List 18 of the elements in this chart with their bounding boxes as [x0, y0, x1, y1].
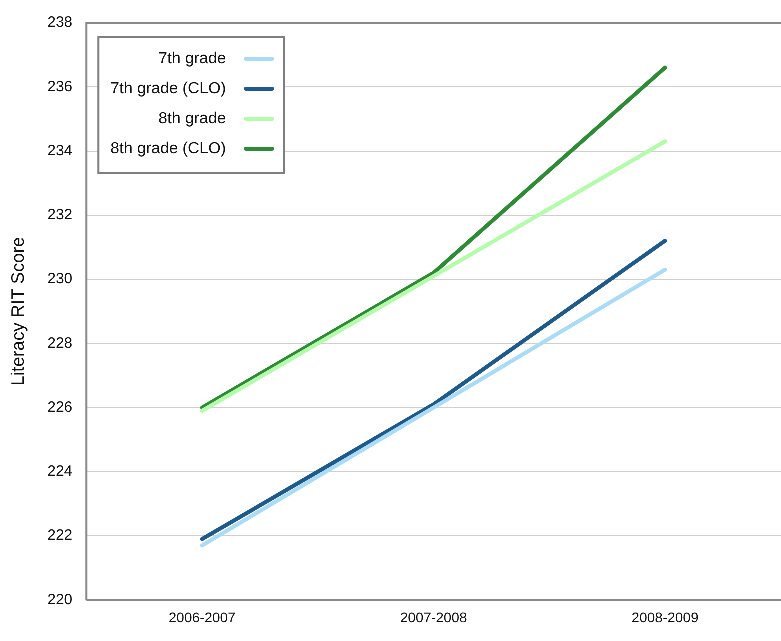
legend-label: 7th grade [158, 50, 226, 68]
x-tick-label: 2008-2009 [632, 609, 699, 626]
y-tick-label: 222 [48, 527, 73, 544]
x-tick-label: 2006-2007 [168, 609, 236, 626]
y-tick-label: 228 [48, 334, 73, 352]
legend-label: 8th grade [158, 110, 226, 128]
y-tick-label: 236 [48, 78, 73, 96]
y-tick-label: 220 [48, 591, 73, 608]
y-axis-title: Literacy RIT Score [8, 237, 28, 386]
legend-label: 8th grade (CLO) [110, 140, 226, 158]
legend-label: 7th grade (CLO) [110, 80, 226, 98]
y-tick-label: 234 [48, 142, 73, 160]
y-tick-label: 226 [48, 398, 73, 416]
y-tick-label: 238 [48, 14, 73, 32]
y-tick-label: 230 [48, 270, 73, 288]
x-tick-label: 2007-2008 [400, 609, 468, 626]
y-tick-label: 232 [48, 206, 73, 224]
y-tick-label: 224 [48, 463, 73, 480]
